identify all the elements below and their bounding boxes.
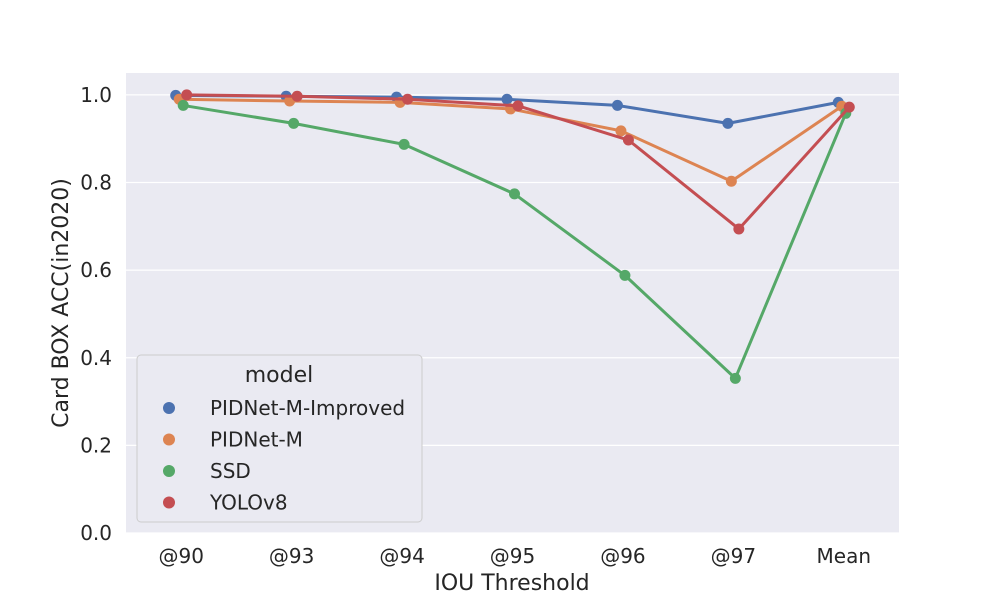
series-3 (181, 89, 855, 235)
series-1 (173, 93, 848, 187)
data-point (619, 269, 631, 281)
series-2 (177, 99, 852, 384)
x-tick-label: Mean (817, 544, 872, 568)
x-tick-label: @95 (490, 544, 535, 568)
data-point (177, 99, 189, 111)
y-tick-label: 1.0 (80, 83, 112, 107)
y-tick-label: 0.2 (80, 433, 112, 457)
y-tick-label: 0.6 (80, 258, 112, 282)
data-point (622, 134, 634, 146)
legend: model PIDNet-M-Improved PIDNet-M SSD YOLOv8 (136, 354, 423, 523)
data-point (402, 93, 414, 105)
y-tick-label: 0.8 (80, 171, 112, 195)
x-tick-labels: @90 @93 @94 @95 @96 @97 Mean (158, 544, 871, 568)
x-tick-label: @97 (711, 544, 756, 568)
y-axis-label: Card BOX ACC(in2020) (49, 178, 74, 428)
data-point (288, 117, 300, 129)
data-point (729, 372, 741, 384)
y-tick-label: 0.4 (80, 346, 112, 370)
data-point (615, 125, 627, 137)
x-axis-label: IOU Threshold (434, 571, 589, 596)
legend-items: PIDNet-M-Improved PIDNet-M SSD YOLOv8 (163, 396, 405, 515)
data-point (291, 90, 303, 102)
legend-marker (163, 496, 175, 509)
data-point (181, 89, 193, 101)
x-tick-label: @96 (600, 544, 645, 568)
data-point (512, 100, 524, 112)
legend-marker (163, 402, 175, 414)
y-tick-labels: 0.0 0.2 0.4 0.6 0.8 1.0 (80, 83, 112, 545)
x-tick-label: @90 (158, 544, 203, 568)
data-point (501, 93, 513, 105)
data-point (509, 188, 520, 200)
legend-label: PIDNet-M-Improved (210, 396, 405, 420)
legend-label: YOLOv8 (209, 491, 288, 515)
x-tick-label: @93 (269, 544, 314, 568)
y-tick-label: 0.0 (80, 521, 112, 545)
data-point (733, 223, 745, 235)
legend-label: SSD (210, 459, 251, 483)
data-point (611, 99, 623, 111)
data-point (398, 138, 410, 150)
legend-marker (163, 465, 175, 477)
data-point (725, 175, 737, 187)
data-point (722, 117, 734, 129)
data-point (843, 101, 855, 113)
legend-box (136, 354, 423, 523)
series-layer (170, 89, 855, 384)
x-tick-label: @94 (379, 544, 424, 568)
legend-marker (163, 433, 175, 446)
legend-label: PIDNet-M (210, 428, 303, 452)
legend-title: model (245, 363, 314, 388)
